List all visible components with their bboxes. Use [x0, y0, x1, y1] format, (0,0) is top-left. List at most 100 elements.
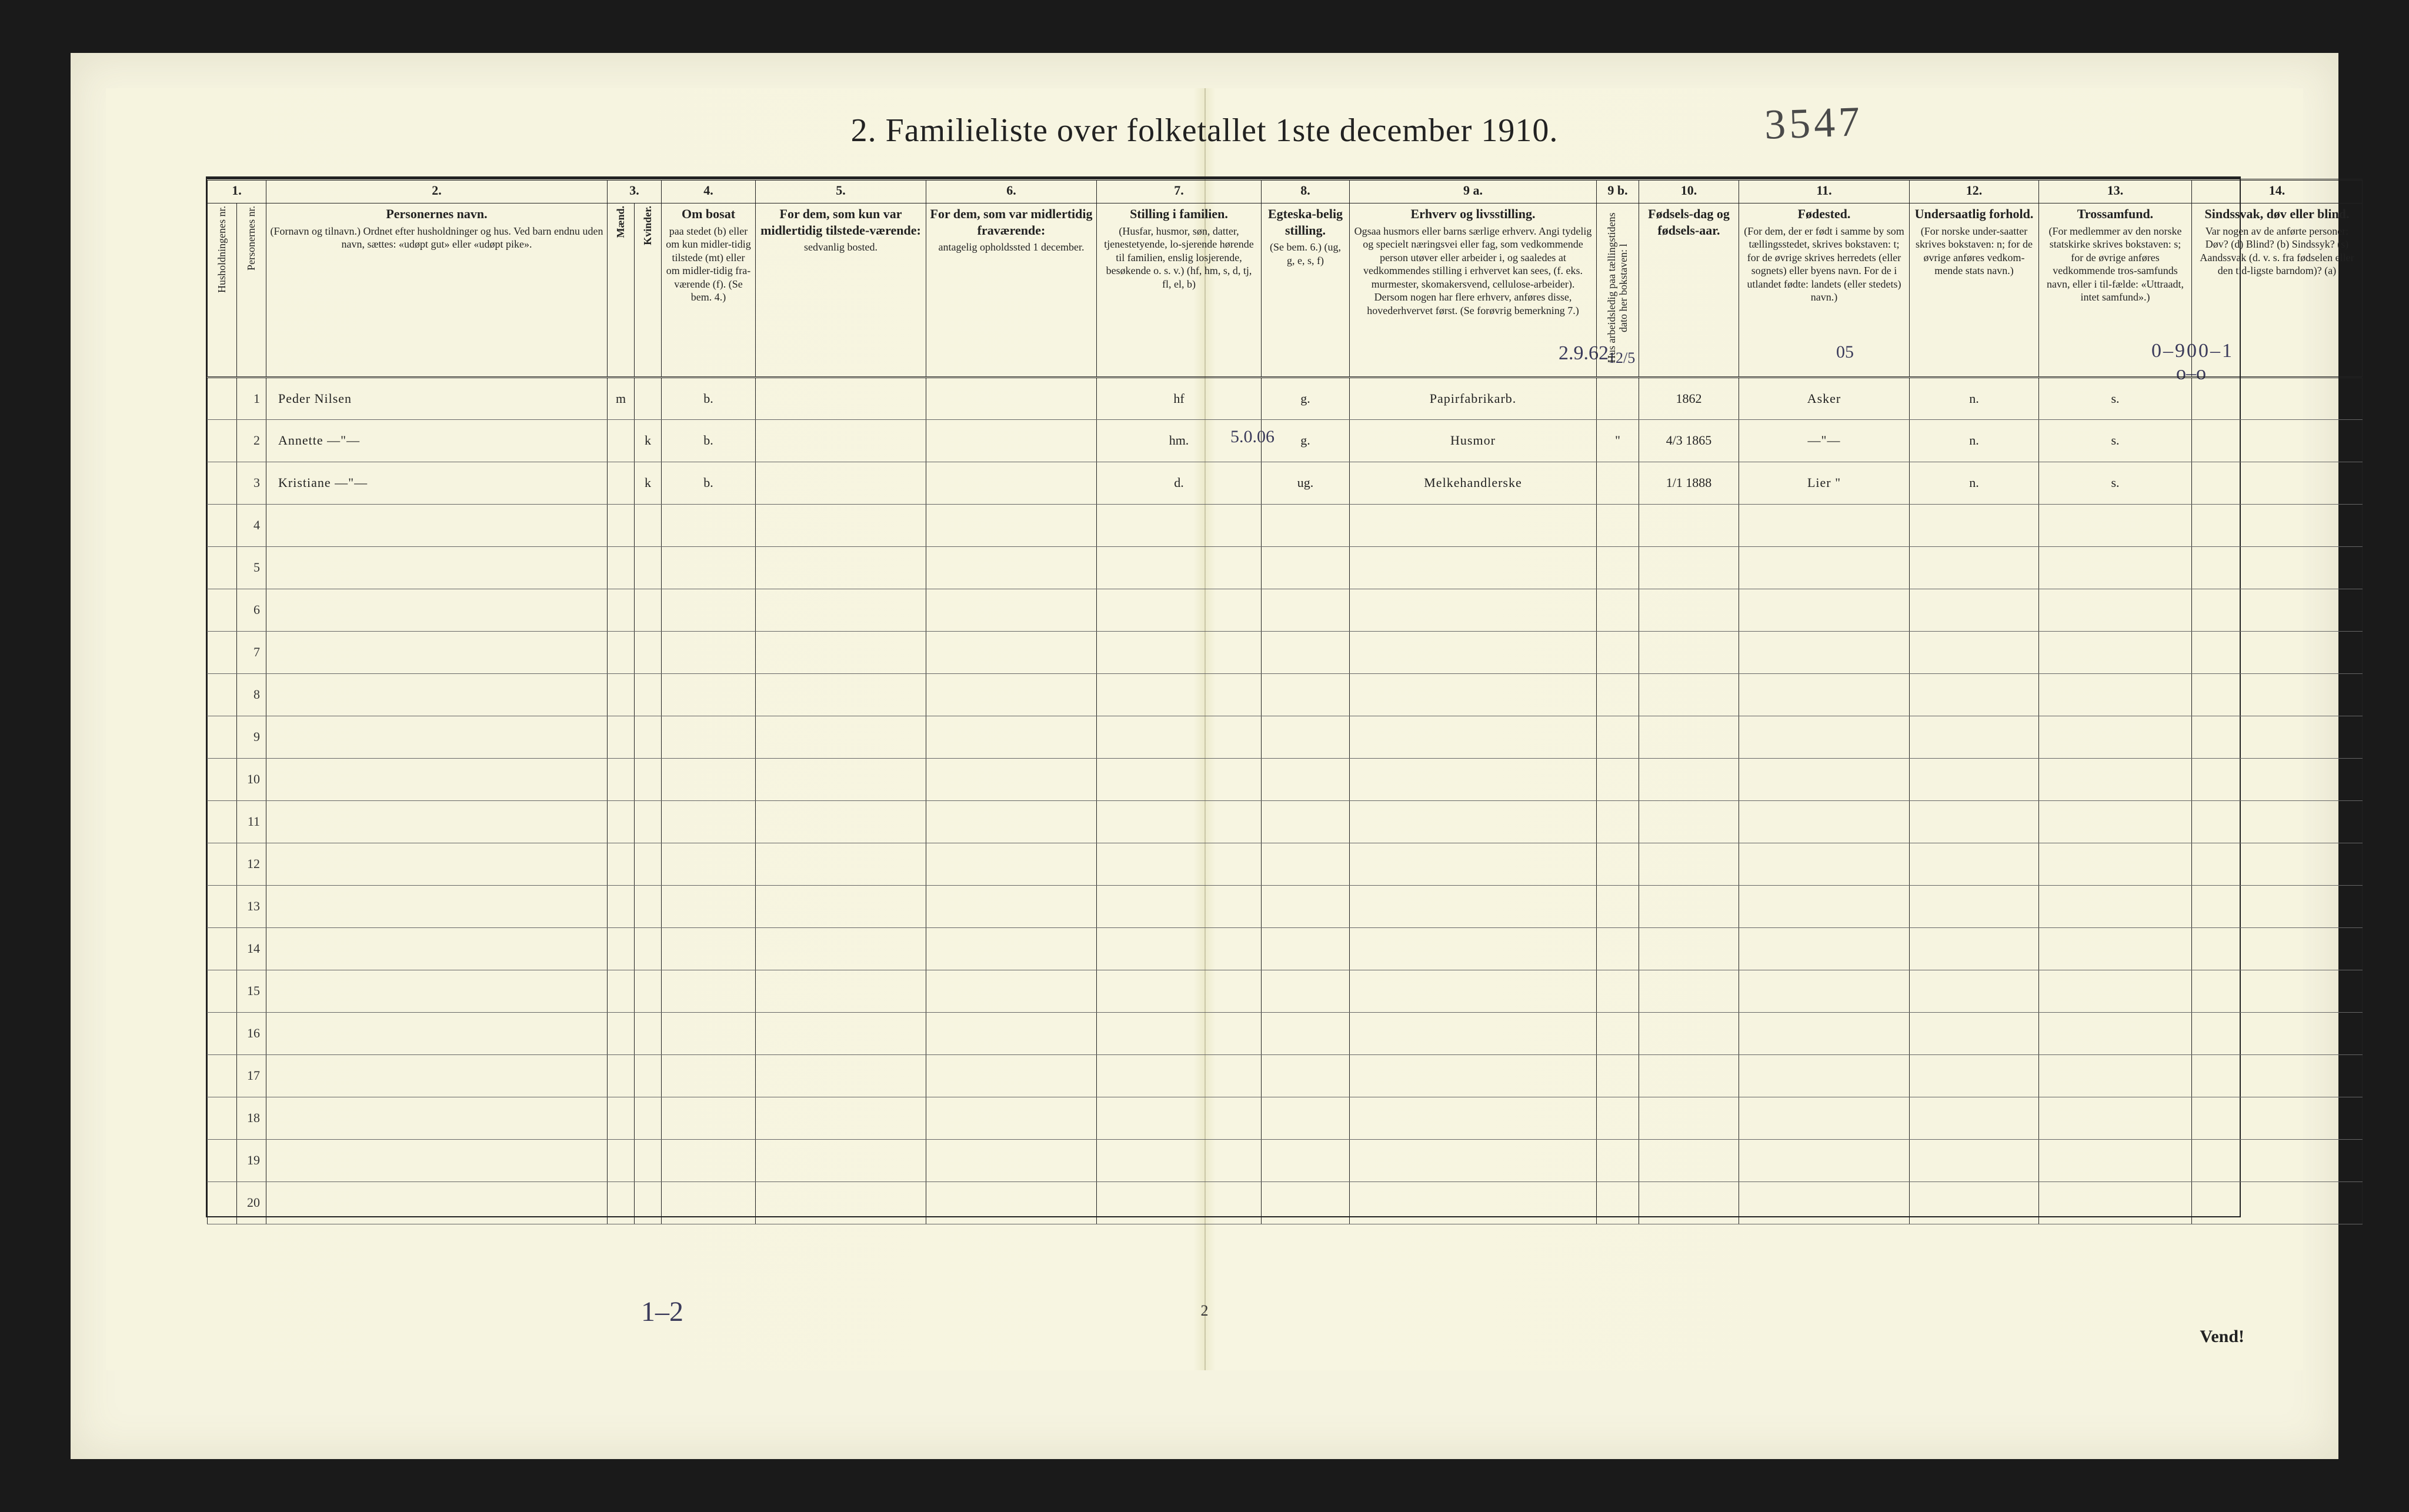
cell-birth: 1862	[1639, 377, 1739, 419]
cell-empty	[1910, 1181, 2039, 1224]
cell-empty	[1639, 885, 1739, 927]
cell-empty	[756, 1181, 926, 1224]
cell-empty	[635, 927, 662, 970]
cell-empty	[1910, 843, 2039, 885]
cell-empty	[266, 843, 608, 885]
cell-empty	[1639, 589, 1739, 631]
cell-c14	[2192, 462, 2363, 504]
cell-empty	[1262, 546, 1350, 589]
cell-c6	[926, 419, 1097, 462]
table-row: 12	[208, 843, 2363, 885]
cell-empty	[1597, 885, 1639, 927]
cell-empty	[926, 970, 1097, 1012]
cell-empty	[1597, 1139, 1639, 1181]
cell-empty	[2039, 1139, 2192, 1181]
cell-empty	[1639, 716, 1739, 758]
cell-marital: ug.	[1262, 462, 1350, 504]
census-table-frame: 1. 2. 3. 4. 5. 6. 7. 8. 9 a. 9 b. 10. 11…	[206, 176, 2241, 1217]
cell-c9b: "	[1597, 419, 1639, 462]
colnum-6: 6.	[926, 180, 1097, 203]
cell-empty	[1639, 1139, 1739, 1181]
cell-person-nr: 16	[237, 1012, 266, 1054]
cell-empty	[1910, 927, 2039, 970]
cell-empty	[1739, 885, 1910, 927]
table-row: 15	[208, 970, 2363, 1012]
cell-person-nr: 12	[237, 843, 266, 885]
cell-empty	[2039, 843, 2192, 885]
cell-empty	[1262, 631, 1350, 673]
cell-empty	[1350, 758, 1597, 800]
table-row: 7	[208, 631, 2363, 673]
cell-empty	[662, 716, 756, 758]
cell-empty	[635, 970, 662, 1012]
cell-empty	[926, 885, 1097, 927]
cell-hh-nr	[208, 970, 237, 1012]
cell-empty	[1262, 843, 1350, 885]
cell-empty	[662, 1012, 756, 1054]
cell-empty	[608, 927, 635, 970]
cell-empty	[1097, 673, 1262, 716]
cell-empty	[266, 1139, 608, 1181]
cell-hh-nr	[208, 377, 237, 419]
cell-hh-nr	[208, 927, 237, 970]
cell-empty	[1097, 758, 1262, 800]
cell-empty	[608, 1054, 635, 1097]
cell-empty	[635, 589, 662, 631]
cell-empty	[756, 589, 926, 631]
cell-empty	[756, 1012, 926, 1054]
cell-faith: s.	[2039, 377, 2192, 419]
cell-empty	[266, 1012, 608, 1054]
cell-person-nr: 18	[237, 1097, 266, 1139]
cell-name: Kristiane —"—	[266, 462, 608, 504]
cell-hh-nr	[208, 673, 237, 716]
cell-empty	[1739, 800, 1910, 843]
colnum-7: 7.	[1097, 180, 1262, 203]
cell-empty	[756, 504, 926, 546]
cell-hh-nr	[208, 1181, 237, 1224]
cell-person-nr: 17	[237, 1054, 266, 1097]
cell-empty	[1350, 1054, 1597, 1097]
cell-empty	[1739, 1054, 1910, 1097]
cell-empty	[1910, 1012, 2039, 1054]
cell-empty	[1739, 1181, 1910, 1224]
head-c6: For dem, som var midlertidig fraværende:…	[926, 203, 1097, 378]
census-table: 1. 2. 3. 4. 5. 6. 7. 8. 9 a. 9 b. 10. 11…	[207, 179, 2363, 1224]
cell-empty	[926, 1054, 1097, 1097]
cell-empty	[2039, 716, 2192, 758]
cell-person-nr: 13	[237, 885, 266, 927]
cell-empty	[608, 716, 635, 758]
cell-person-nr: 8	[237, 673, 266, 716]
head-c4: Om bosat paa stedet (b) eller om kun mid…	[662, 203, 756, 378]
cell-empty	[662, 885, 756, 927]
cell-empty	[1262, 673, 1350, 716]
cell-hh-nr	[208, 1097, 237, 1139]
cell-empty	[1597, 1054, 1639, 1097]
cell-hh-nr	[208, 504, 237, 546]
cell-empty	[608, 1097, 635, 1139]
cell-hh-nr	[208, 1139, 237, 1181]
cell-empty	[1639, 843, 1739, 885]
cell-empty	[756, 843, 926, 885]
cell-empty	[926, 546, 1097, 589]
cell-empty	[2039, 927, 2192, 970]
cell-empty	[608, 758, 635, 800]
cell-marital: g.	[1262, 377, 1350, 419]
cell-empty	[2192, 1054, 2363, 1097]
head-c3m: Mænd.	[608, 203, 635, 378]
colnum-9b: 9 b.	[1597, 180, 1639, 203]
cell-c6	[926, 462, 1097, 504]
cell-hh-nr	[208, 631, 237, 673]
table-row: 16	[208, 1012, 2363, 1054]
cell-empty	[1597, 589, 1639, 631]
cell-empty	[2192, 1097, 2363, 1139]
cell-empty	[2192, 631, 2363, 673]
cell-person-nr: 11	[237, 800, 266, 843]
head-c1b: Personernes nr.	[237, 203, 266, 378]
cell-empty	[1097, 546, 1262, 589]
cell-empty	[2192, 673, 2363, 716]
cell-hh-nr	[208, 800, 237, 843]
cell-empty	[2039, 1054, 2192, 1097]
head-c8: Egteska-belig stilling. (Se bem. 6.) (ug…	[1262, 203, 1350, 378]
cell-empty	[1910, 504, 2039, 546]
cell-c9b	[1597, 377, 1639, 419]
